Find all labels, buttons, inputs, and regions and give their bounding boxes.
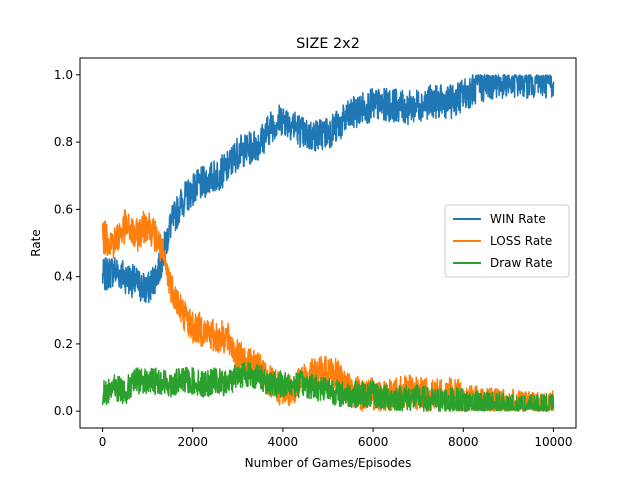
- plot-frame: [79, 57, 577, 429]
- legend-label: LOSS Rate: [490, 234, 552, 248]
- series-layer: [101, 74, 555, 412]
- x-tick-label: 0: [99, 435, 107, 449]
- x-tick-label: 10000: [534, 435, 572, 449]
- series-line-0: [101, 74, 555, 304]
- x-tick-label: 8000: [448, 435, 479, 449]
- legend: WIN Rate LOSS Rate Draw Rate: [444, 204, 570, 278]
- legend-label: Draw Rate: [490, 256, 553, 270]
- y-axis-label: Rate: [29, 229, 43, 257]
- y-tick-label: 0.6: [54, 202, 73, 216]
- y-tick-label: 0.8: [54, 135, 73, 149]
- y-tick-label: 0.2: [54, 337, 73, 351]
- x-tick-label: 2000: [177, 435, 208, 449]
- x-tick-label: 6000: [358, 435, 389, 449]
- chart-title: SIZE 2x2: [296, 36, 360, 52]
- legend-label: WIN Rate: [490, 212, 546, 226]
- x-axis: 0 2000 4000 6000 8000 10000: [99, 428, 573, 449]
- y-axis: 0.0 0.2 0.4 0.6 0.8 1.0: [54, 68, 80, 418]
- y-tick-label: 0.4: [54, 270, 73, 284]
- series-line-2: [101, 361, 555, 412]
- legend-box: [444, 204, 570, 278]
- x-axis-label: Number of Games/Episodes: [245, 456, 412, 470]
- y-tick-label: 0.0: [54, 404, 73, 418]
- x-tick-label: 4000: [268, 435, 299, 449]
- y-tick-label: 1.0: [54, 68, 73, 82]
